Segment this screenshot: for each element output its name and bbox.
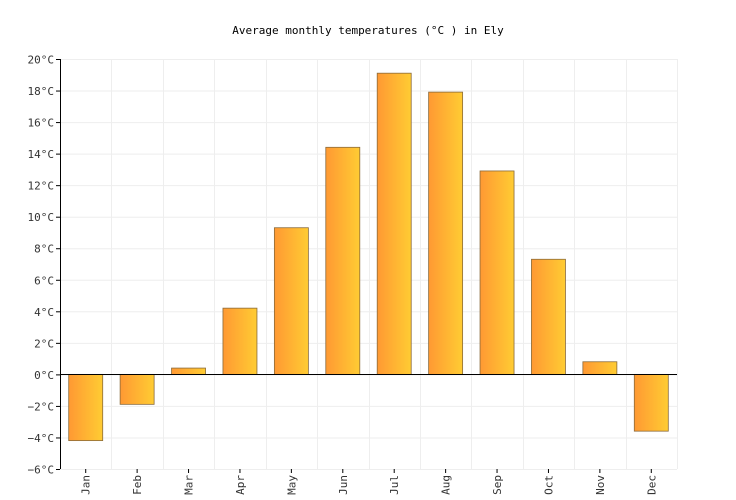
bar-feb xyxy=(119,373,155,405)
y-tick-label: 20°C xyxy=(28,54,55,67)
y-tick-label: 8°C xyxy=(34,243,54,256)
x-tick-label: Apr xyxy=(234,475,247,495)
grid xyxy=(60,59,678,470)
bar-jun xyxy=(325,146,361,375)
x-tick-label: Dec xyxy=(645,475,658,495)
y-tick-label: 4°C xyxy=(34,306,54,319)
bar-mar xyxy=(171,367,206,375)
x-tick-label: Jan xyxy=(80,475,93,495)
bar-dec xyxy=(633,373,669,432)
y-tick-label: 10°C xyxy=(28,211,55,224)
x-tick-label: Sep xyxy=(491,475,504,495)
x-tick-labels: Jan Feb Mar Apr May Jun Jul Aug Sep Oct Nov Dec xyxy=(80,475,659,495)
y-tick-label: 0°C xyxy=(34,369,54,382)
chart-title: Average monthly temperatures (°C ) in El… xyxy=(232,24,504,37)
y-tick-label: 6°C xyxy=(34,274,54,287)
x-tick-label: May xyxy=(285,475,298,495)
bar-nov xyxy=(582,361,618,375)
x-tick-label: Aug xyxy=(440,475,453,495)
x-tick-label: Jun xyxy=(337,475,350,495)
x-tick-label: Feb xyxy=(131,475,144,495)
x-tick-label: Mar xyxy=(183,475,196,495)
bar-sep xyxy=(479,170,515,375)
y-tick-label: 14°C xyxy=(28,148,55,161)
axes xyxy=(56,59,677,473)
y-tick-label: 16°C xyxy=(28,117,55,130)
bar-jan xyxy=(68,373,104,442)
y-tick-labels: −6°C −4°C −2°C 0°C 2°C 4°C 6°C 8°C 10°C 12°C 14°C 1… xyxy=(28,54,55,477)
x-tick-label: Jul xyxy=(388,475,401,495)
bar-aug xyxy=(428,91,464,375)
bar-may xyxy=(273,227,309,375)
y-tick-label: −4°C xyxy=(28,432,55,445)
y-tick-label: 2°C xyxy=(34,337,54,350)
bar-apr xyxy=(222,307,258,375)
bars xyxy=(68,72,669,442)
bar-jul xyxy=(376,72,412,375)
y-tick-label: −2°C xyxy=(28,400,55,413)
x-tick-label: Nov xyxy=(594,475,607,495)
bar-oct xyxy=(531,258,566,375)
y-tick-label: 12°C xyxy=(28,180,55,193)
y-tick-label: 18°C xyxy=(28,85,55,98)
x-tick-label: Oct xyxy=(542,475,555,495)
y-tick-label: −6°C xyxy=(28,464,55,477)
